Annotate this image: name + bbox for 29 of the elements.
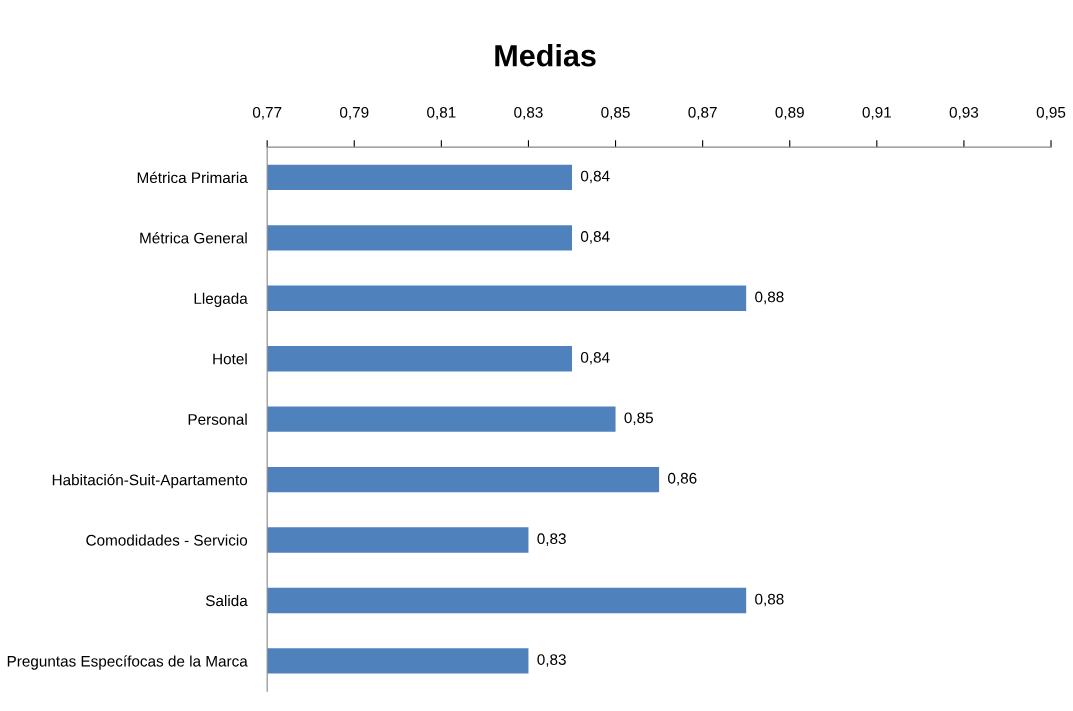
y-tick-label: Llegada [194,292,248,307]
y-tick-label: Salida [205,594,248,607]
data-label: 0,83 [537,654,566,667]
x-tick-label: 0,79 [340,106,369,120]
x-tick-label: 0,89 [775,106,804,120]
data-label: 0,85 [624,412,653,426]
chart-title: Medias [495,44,596,67]
x-tick-label: 0,87 [688,106,717,120]
data-label: 0,88 [755,593,784,607]
data-label: 0,84 [580,231,610,244]
y-tick-label: Métrica General [140,232,247,244]
data-label: 0,84 [580,351,610,365]
x-tick-label: 0,81 [427,106,456,120]
data-label: 0,84 [580,170,610,184]
x-tick-label: 0,91 [862,106,891,120]
y-tick-label: Personal [188,413,247,425]
data-label: 0,88 [755,291,784,305]
y-tick-label: Métrica Primaria [137,171,248,184]
y-tick-label: Habitación-Suit-Apartamento [52,473,248,489]
y-tick-label: Hotel [213,353,247,365]
y-tick-label: Preguntas Específocas de la Marca [7,655,248,670]
data-label: 0,83 [537,533,566,546]
y-tick-label: Comodidades - Servicio [86,534,248,546]
data-label: 0,86 [668,472,697,486]
x-tick-label: 0,95 [1036,106,1066,120]
x-tick-label: 0,85 [601,106,630,120]
x-tick-label: 0,83 [514,106,543,120]
x-tick-label: 0,77 [252,106,282,120]
x-tick-label: 0,93 [949,106,979,120]
